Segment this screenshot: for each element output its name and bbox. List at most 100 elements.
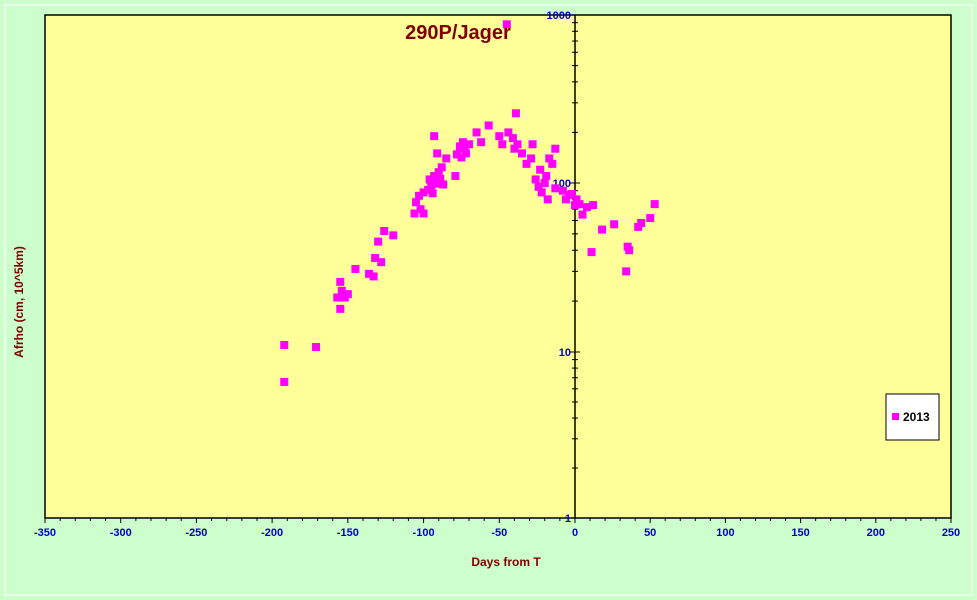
data-point: [439, 180, 448, 189]
data-point: [336, 304, 345, 313]
data-point: [534, 182, 543, 191]
data-point: [543, 195, 552, 204]
data-point: [458, 138, 467, 147]
y-tick-label: 1: [565, 513, 571, 525]
data-point: [343, 290, 352, 299]
data-point: [589, 201, 598, 210]
data-point: [412, 198, 420, 207]
data-point: [504, 128, 513, 137]
x-tick-label: -250: [185, 527, 207, 539]
x-tick-label: 100: [716, 527, 734, 539]
axes: -350 -300 -250 -200 -150 -100 -50 0 50 100 150 200 2…: [34, 10, 960, 539]
data-point: [477, 138, 486, 147]
data-point: [380, 226, 389, 235]
data-point: [428, 189, 437, 198]
data-point: [637, 218, 646, 227]
data-point: [455, 142, 464, 151]
data-point: [646, 214, 655, 223]
data-point: [452, 150, 461, 159]
data-point: [567, 190, 576, 199]
data-point: [365, 269, 374, 278]
data-point: [337, 286, 346, 295]
data-point: [472, 128, 481, 137]
data-point: [442, 154, 451, 163]
data-point: [427, 181, 436, 190]
data-point: [377, 258, 386, 267]
data-point: [424, 185, 433, 194]
plot-area: [44, 14, 952, 519]
data-point: [280, 377, 289, 386]
data-point: [578, 210, 587, 219]
data-point: [419, 188, 428, 197]
data-point: [436, 174, 445, 183]
data-point: [548, 159, 557, 168]
data-point: [460, 144, 469, 153]
data-point: [650, 200, 659, 209]
data-point: [571, 201, 579, 210]
data-point: [280, 341, 289, 350]
data-point: [389, 231, 398, 240]
data-point: [537, 188, 546, 197]
data-point: [410, 209, 419, 218]
data-point: [351, 264, 360, 273]
legend-label-2013: 2013: [903, 410, 930, 424]
x-tick-label: 50: [644, 527, 656, 539]
data-point: [587, 248, 596, 257]
chart-frame: [4, 4, 973, 596]
data-points: [280, 20, 659, 386]
data-point: [531, 175, 540, 184]
x-tick-label: -50: [491, 527, 507, 539]
data-point: [425, 175, 434, 184]
x-tick-label: 250: [942, 527, 960, 539]
data-point: [598, 225, 607, 234]
x-tick-label: -350: [34, 527, 56, 539]
data-point: [528, 140, 537, 149]
data-point: [542, 172, 551, 181]
data-point: [551, 184, 560, 193]
data-point: [415, 191, 424, 200]
y-tick-label: 1000: [547, 10, 571, 22]
data-point: [536, 165, 545, 174]
data-point: [572, 195, 581, 204]
legend-marker: [892, 413, 899, 420]
y-tick-label: 10: [559, 347, 571, 359]
data-point: [511, 109, 520, 118]
data-point: [484, 121, 493, 130]
x-tick-label: -300: [110, 527, 132, 539]
data-point: [610, 220, 619, 229]
data-point: [434, 168, 443, 177]
data-point: [371, 253, 380, 262]
data-point: [430, 172, 439, 181]
data-point: [465, 140, 473, 149]
data-point: [430, 132, 439, 141]
data-point: [583, 203, 592, 212]
data-point: [312, 343, 321, 352]
x-axis-title: Days from T: [471, 555, 541, 569]
data-point: [369, 272, 378, 281]
data-point: [518, 149, 526, 158]
data-point: [545, 154, 554, 163]
x-tick-label: -200: [261, 527, 283, 539]
data-point: [374, 237, 383, 246]
x-tick-label: 200: [867, 527, 885, 539]
data-point: [540, 179, 549, 187]
data-point: [625, 246, 634, 255]
x-tick-label: -150: [337, 527, 359, 539]
data-point: [495, 132, 504, 141]
x-tick-label: -100: [413, 527, 435, 539]
data-point: [508, 134, 517, 143]
data-point: [457, 153, 466, 162]
data-point: [433, 149, 442, 158]
data-point: [437, 163, 446, 172]
data-point: [575, 200, 584, 209]
data-point: [431, 179, 440, 188]
data-point: [522, 159, 531, 168]
y-axis-title: Afrho (cm, 10^5km): [12, 246, 26, 358]
data-point: [510, 144, 519, 153]
data-point: [558, 186, 567, 195]
legend: 2013: [885, 393, 940, 441]
data-point: [451, 172, 460, 181]
data-point: [416, 205, 425, 214]
x-tick-label: 0: [572, 527, 578, 539]
